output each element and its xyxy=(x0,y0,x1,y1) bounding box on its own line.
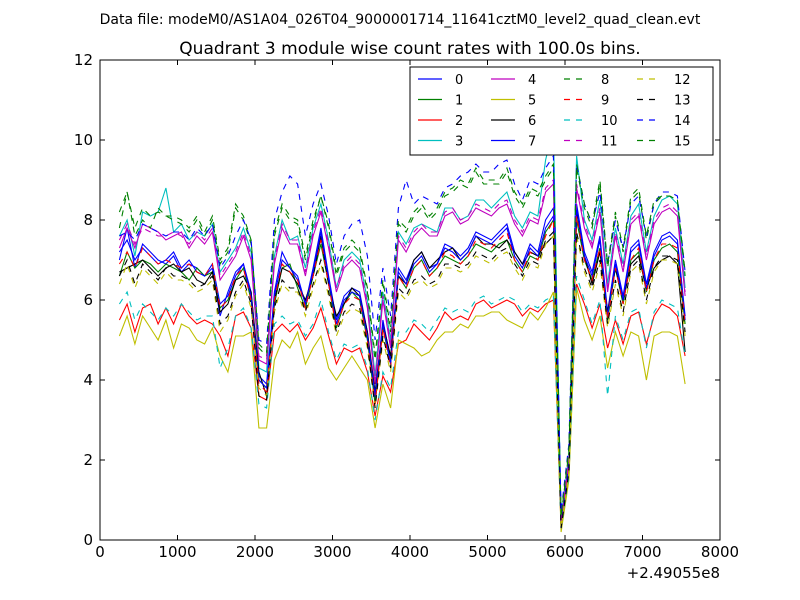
legend-label-3: 3 xyxy=(455,135,463,150)
legend-label-13: 13 xyxy=(674,94,691,109)
x-tick-label: 4000 xyxy=(391,543,429,561)
series-line-12 xyxy=(118,234,686,529)
y-tick-label: 0 xyxy=(83,531,93,549)
x-tick-label: 8000 xyxy=(701,543,739,561)
x-tick-label: 7000 xyxy=(623,543,661,561)
series-line-10 xyxy=(118,275,686,529)
figure-suptitle: Data file: modeM0/AS1A04_026T04_90000017… xyxy=(100,12,701,28)
x-tick-label: 6000 xyxy=(546,543,584,561)
x-tick-label: 2000 xyxy=(236,543,274,561)
series-line-15 xyxy=(118,162,686,517)
legend-label-12: 12 xyxy=(674,73,691,88)
y-tick-label: 4 xyxy=(83,371,93,389)
series-line-6 xyxy=(119,211,686,529)
legend-label-8: 8 xyxy=(601,73,609,88)
legend-label-0: 0 xyxy=(455,73,463,88)
y-tick-label: 10 xyxy=(74,131,93,149)
series-line-5 xyxy=(118,287,686,533)
legend-label-10: 10 xyxy=(601,114,618,129)
legend-label-14: 14 xyxy=(674,114,691,129)
series-line-7 xyxy=(118,207,686,529)
legend-label-5: 5 xyxy=(528,94,536,109)
series-line-4 xyxy=(118,182,686,525)
series-line-3 xyxy=(118,127,686,521)
series-line-13 xyxy=(118,230,686,529)
series-line-9 xyxy=(118,215,686,529)
x-tick-label: 3000 xyxy=(313,543,351,561)
legend-label-1: 1 xyxy=(455,94,463,109)
x-offset-label: +2.49055e8 xyxy=(627,564,720,582)
x-tick-label: 0 xyxy=(95,543,105,561)
legend-box xyxy=(409,66,714,156)
legend-label-4: 4 xyxy=(528,73,536,88)
series-line-11 xyxy=(118,178,686,525)
legend-label-7: 7 xyxy=(528,135,536,150)
legend-label-9: 9 xyxy=(601,94,609,109)
axes-layer: 0 1000 2000 3000 4000 5000 6000 7000 80000246810… xyxy=(74,51,739,561)
legend-label-15: 15 xyxy=(674,135,691,150)
y-tick-label: 6 xyxy=(83,291,93,309)
chart-title: Quadrant 3 module wise count rates with … xyxy=(179,39,640,59)
y-tick-label: 8 xyxy=(83,211,93,229)
series-layer xyxy=(118,127,686,533)
legend-label-11: 11 xyxy=(601,135,618,150)
y-tick-label: 2 xyxy=(83,451,93,469)
series-line-8 xyxy=(118,166,686,517)
x-tick-label: 1000 xyxy=(158,543,196,561)
x-tick-label: 5000 xyxy=(468,543,506,561)
legend-label-2: 2 xyxy=(455,114,463,129)
legend-label-6: 6 xyxy=(528,114,536,129)
y-tick-label: 12 xyxy=(74,51,93,69)
